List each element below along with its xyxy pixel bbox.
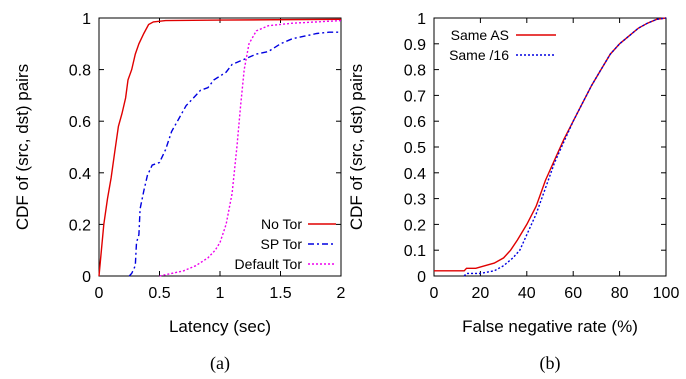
panel-b-caption: (b)	[540, 353, 561, 374]
panel-b-false-negative-cdf: 0 20 40 60 80 100 0 0.1 0.2 0.3 0.4 0.5 0.6 0.7 0.8 0.9…	[347, 11, 679, 374]
y-tick-label: 0.7	[404, 88, 426, 105]
panel-b-ylabel: CDF of (src, dst) pairs	[347, 64, 366, 230]
x-tick-label: 2	[337, 285, 346, 302]
x-tick-label: 1	[216, 285, 225, 302]
panel-a-latency-cdf: 0 0.5 1 1.5 2 0 0.2 0.4 0.6 0.8 1 No Tor SP Tor Defa…	[13, 11, 346, 374]
y-tick-label: 0.2	[404, 217, 426, 234]
x-tick-label: 0	[95, 285, 104, 302]
x-tick-label: 60	[564, 285, 582, 302]
y-tick-label: 0.6	[404, 114, 426, 131]
x-tick-label: 100	[653, 285, 680, 302]
series-line-no-tor	[98, 18, 342, 277]
x-tick-label: 40	[518, 285, 536, 302]
y-tick-label: 0.1	[404, 243, 426, 260]
series-line-sp-tor	[128, 31, 341, 277]
y-tick-label: 0.4	[69, 166, 91, 183]
legend-label: Default Tor	[235, 256, 303, 272]
panel-b-xlabel: False negative rate (%)	[462, 317, 638, 336]
y-tick-label: 0.4	[404, 166, 426, 183]
y-tick-label: 1	[417, 11, 426, 28]
y-tick-label: 0.2	[69, 217, 91, 234]
panel-a-ticks: 0 0.5 1 1.5 2 0 0.2 0.4 0.6 0.8 1	[69, 11, 346, 302]
y-tick-label: 0	[82, 269, 91, 286]
x-tick-label: 0	[430, 285, 439, 302]
legend-label: SP Tor	[260, 236, 302, 252]
y-tick-label: 0.8	[404, 63, 426, 80]
series-line-same-as	[434, 17, 667, 272]
y-tick-label: 0.8	[69, 63, 91, 80]
legend-label: Same AS	[451, 27, 509, 43]
y-tick-label: 1	[82, 11, 91, 28]
panel-a-ylabel: CDF of (src, dst) pairs	[13, 64, 32, 230]
series-line-default-tor	[159, 19, 342, 277]
x-tick-label: 0.5	[148, 285, 170, 302]
y-tick-label: 0.3	[404, 192, 426, 209]
y-tick-label: 0.6	[69, 114, 91, 131]
legend-label: No Tor	[261, 216, 302, 232]
panel-a-caption: (a)	[210, 353, 230, 374]
panel-a-xlabel: Latency (sec)	[169, 317, 271, 336]
legend-label: Same /16	[449, 47, 509, 63]
panel-b-ticks: 0 20 40 60 80 100 0 0.1 0.2 0.3 0.4 0.5 0.6 0.7 0.8 0.9…	[404, 11, 680, 302]
x-tick-label: 1.5	[269, 285, 291, 302]
x-tick-label: 80	[611, 285, 629, 302]
x-tick-label: 20	[472, 285, 490, 302]
panel-b-series	[434, 17, 667, 277]
series-line-same-16	[463, 17, 667, 277]
y-tick-label: 0.5	[404, 140, 426, 157]
y-tick-label: 0	[417, 269, 426, 286]
y-tick-label: 0.9	[404, 37, 426, 54]
panel-b-legend: Same AS Same /16	[449, 27, 556, 63]
panel-a-legend: No Tor SP Tor Default Tor	[235, 216, 336, 272]
panel-a-series	[98, 18, 342, 277]
